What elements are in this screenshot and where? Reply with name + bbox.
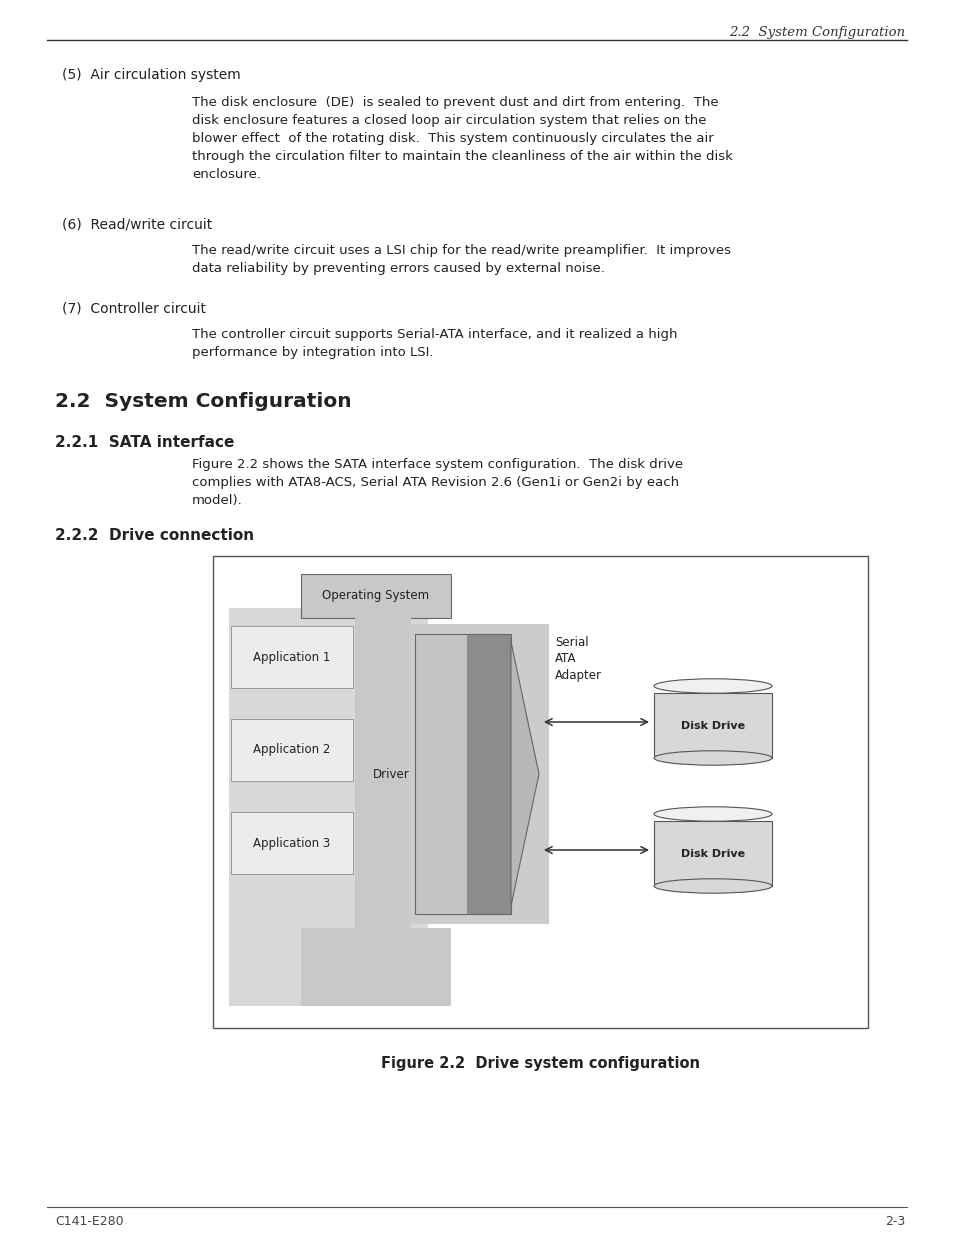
Text: Figure 2.2 shows the SATA interface system configuration.  The disk drive
compli: Figure 2.2 shows the SATA interface syst… <box>192 458 682 508</box>
Text: Figure 2.2  Drive system configuration: Figure 2.2 Drive system configuration <box>380 1056 700 1071</box>
Text: 2.2.2  Drive connection: 2.2.2 Drive connection <box>55 529 253 543</box>
Bar <box>301 574 451 618</box>
Text: (5)  Air circulation system: (5) Air circulation system <box>62 68 240 82</box>
Bar <box>415 634 467 914</box>
Bar <box>654 821 771 885</box>
Bar <box>415 634 511 914</box>
Text: The disk enclosure  (DE)  is sealed to prevent dust and dirt from entering.  The: The disk enclosure (DE) is sealed to pre… <box>192 96 732 182</box>
Polygon shape <box>511 642 538 906</box>
Text: Driver: Driver <box>373 767 410 781</box>
Text: Serial
ATA
Adapter: Serial ATA Adapter <box>555 636 601 682</box>
Bar <box>213 556 867 1028</box>
Text: (7)  Controller circuit: (7) Controller circuit <box>62 303 206 316</box>
Bar <box>301 927 451 1007</box>
Bar <box>409 624 548 924</box>
Ellipse shape <box>654 679 771 693</box>
Text: Application 1: Application 1 <box>253 651 331 663</box>
Bar <box>231 719 353 781</box>
Bar <box>231 626 353 688</box>
Bar <box>231 811 353 874</box>
Text: 2.2  System Configuration: 2.2 System Configuration <box>55 391 352 411</box>
Text: C141-E280: C141-E280 <box>55 1215 124 1228</box>
Bar <box>229 608 428 1007</box>
Bar <box>467 634 511 914</box>
Text: Disk Drive: Disk Drive <box>680 848 744 858</box>
Ellipse shape <box>654 806 771 821</box>
Text: Disk Drive: Disk Drive <box>680 720 744 731</box>
Text: Application 3: Application 3 <box>253 836 331 850</box>
Text: 2.2  System Configuration: 2.2 System Configuration <box>728 26 904 40</box>
Bar <box>654 693 771 758</box>
Text: 2.2.1  SATA interface: 2.2.1 SATA interface <box>55 435 234 450</box>
Text: The controller circuit supports Serial-ATA interface, and it realized a high
per: The controller circuit supports Serial-A… <box>192 329 677 359</box>
Ellipse shape <box>654 879 771 893</box>
Text: 2-3: 2-3 <box>883 1215 904 1228</box>
Text: Operating System: Operating System <box>322 589 429 603</box>
Text: The read/write circuit uses a LSI chip for the read/write preamplifier.  It impr: The read/write circuit uses a LSI chip f… <box>192 245 730 275</box>
Text: (6)  Read/write circuit: (6) Read/write circuit <box>62 219 212 232</box>
Text: Application 2: Application 2 <box>253 743 331 757</box>
Bar <box>355 618 411 944</box>
Ellipse shape <box>654 751 771 766</box>
